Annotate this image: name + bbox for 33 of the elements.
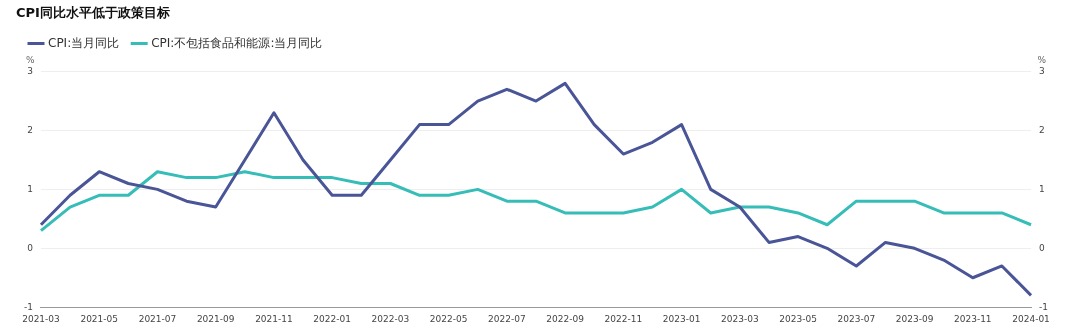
x-tick-label: 2021-05 [80,313,119,324]
x-tick-label: 2023-01 [662,313,701,324]
chart-title: CPI同比水平低于政策目标 [16,5,170,21]
y-tick-label: 3 [27,65,33,76]
y2-tick-label: 3 [1039,65,1045,76]
x-tick-label: 2022-09 [546,313,585,324]
legend-label: CPI:不包括食品和能源:当月同比 [151,35,323,50]
y2-tick-label: 1 [1039,183,1045,194]
x-tick-label: 2022-01 [313,313,351,324]
x-tick-label: 2022-11 [604,313,643,324]
y-tick-label: 2 [27,124,33,135]
x-tick-label: 2021-07 [138,313,177,324]
x-tick-label: 2021-03 [22,313,60,324]
x-tick-label: 2021-09 [196,313,235,324]
x-tick-label: 2023-05 [779,313,817,324]
x-tick-label: 2023-03 [721,313,759,324]
y2-tick-label: 2 [1039,124,1045,135]
y2-tick-label: 0 [1039,242,1046,253]
y-tick-label: 1 [27,183,33,194]
x-tick-label: 2021-11 [255,313,293,324]
y-tick-label: 0 [27,242,34,253]
x-tick-label: 2022-05 [429,313,468,324]
y2-axis-title: % [1037,55,1047,66]
x-tick-label: 2023-11 [953,313,992,324]
x-tick-label: 2023-07 [837,313,876,324]
legend-label: CPI:当月同比 [48,35,120,50]
x-tick-label: 2022-03 [371,313,410,324]
x-tick-label: 2024-01 [1012,313,1050,324]
x-tick-label: 2022-07 [488,313,526,324]
x-tick-label: 2023-09 [895,313,934,324]
y-tick-label: -1 [23,301,33,312]
y2-tick-label: -1 [1039,301,1049,312]
y-axis-title: % [26,55,35,66]
